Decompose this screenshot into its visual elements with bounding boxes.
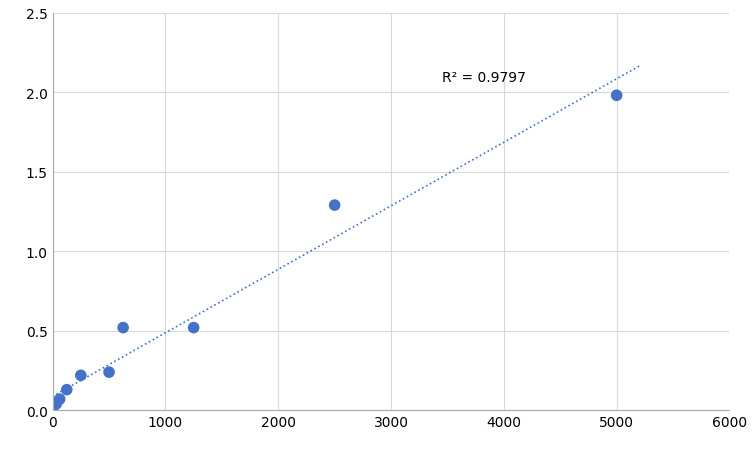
Point	[187, 324, 199, 331]
Point	[103, 369, 115, 376]
Point	[47, 407, 59, 414]
Point	[53, 396, 65, 403]
Point	[50, 400, 62, 408]
Text: R² = 0.9797: R² = 0.9797	[441, 71, 526, 85]
Point	[75, 372, 86, 379]
Point	[611, 92, 623, 100]
Point	[117, 324, 129, 331]
Point	[61, 386, 73, 393]
Point	[329, 202, 341, 209]
